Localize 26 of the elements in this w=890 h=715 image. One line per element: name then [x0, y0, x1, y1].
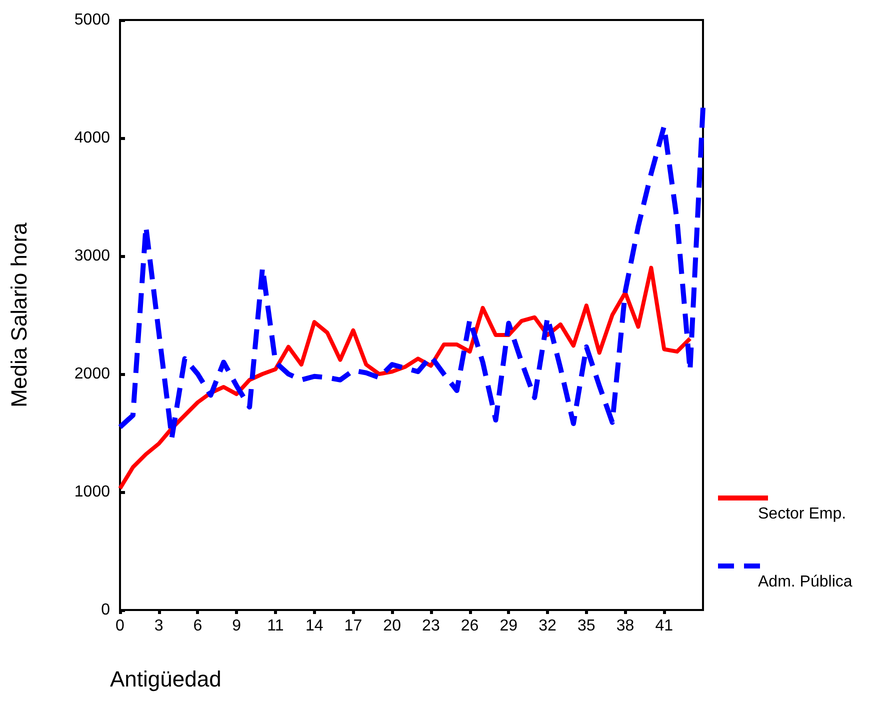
- x-tick-label: 14: [305, 618, 324, 634]
- x-tick-label: 0: [116, 618, 125, 634]
- x-tick-label: 41: [655, 618, 674, 634]
- x-tick-label: 32: [538, 618, 557, 634]
- x-tick-label: 3: [154, 618, 164, 634]
- x-tick-label: 23: [422, 618, 440, 634]
- x-tick-label: 35: [578, 618, 596, 634]
- line-series: [118, 266, 692, 490]
- x-tick-label: 17: [344, 618, 362, 634]
- x-tick-label: 9: [232, 618, 242, 634]
- x-tick-label: 6: [193, 618, 202, 634]
- x-tick-label: 11: [267, 618, 284, 634]
- legend-label: Sector Emp.: [758, 506, 846, 522]
- y-tick-label: 3000: [74, 248, 110, 264]
- x-tick-label: 26: [460, 618, 479, 634]
- y-tick-label: 5000: [74, 12, 110, 28]
- y-tick-label: 0: [101, 602, 110, 618]
- x-axis-title: Antigüedad: [110, 666, 222, 692]
- x-tick-label: 20: [383, 618, 402, 634]
- x-tick-label: 38: [616, 618, 634, 634]
- x-tick-label: 29: [500, 618, 518, 634]
- y-tick-label: 2000: [74, 366, 110, 382]
- y-tick-label: 1000: [74, 484, 110, 500]
- legend-label: Adm. Pública: [758, 574, 852, 590]
- y-axis-title: Media Salario hora: [6, 222, 32, 408]
- y-tick-label: 4000: [74, 130, 110, 146]
